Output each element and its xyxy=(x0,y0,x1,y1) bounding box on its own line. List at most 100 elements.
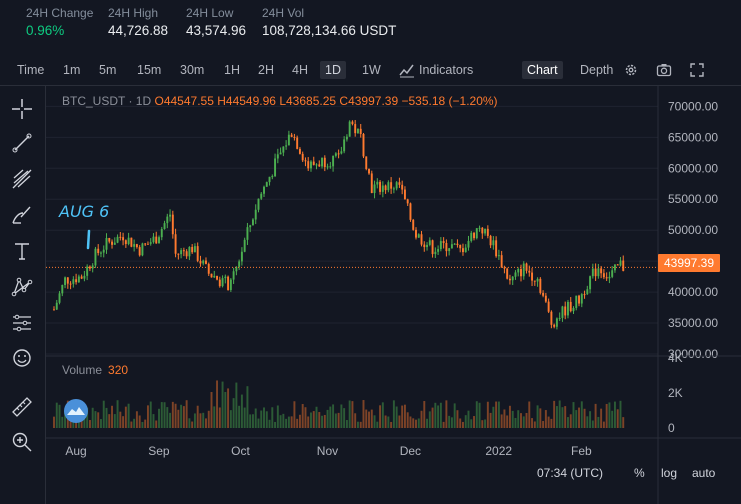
interval-1h[interactable]: 1H xyxy=(224,63,240,77)
open-prefix: O xyxy=(154,94,164,108)
volume-bar xyxy=(359,421,362,428)
interval-1d[interactable]: 1D xyxy=(320,61,346,79)
volume-bar xyxy=(343,408,346,428)
volume-bar xyxy=(224,391,227,428)
volume-bar xyxy=(105,407,108,428)
trend-line-icon xyxy=(12,133,32,153)
candle-body xyxy=(274,158,277,177)
candle-body xyxy=(428,240,431,245)
gear-icon[interactable] xyxy=(623,62,639,78)
candle-body xyxy=(298,148,301,154)
candle-body xyxy=(555,318,558,327)
crosshair-tool[interactable] xyxy=(9,96,35,122)
interval-2h[interactable]: 2H xyxy=(258,63,274,77)
volume-bar xyxy=(69,417,72,428)
pitchfork-icon xyxy=(12,169,32,189)
candle-body xyxy=(301,153,304,161)
interval-1m[interactable]: 1m xyxy=(63,63,81,77)
percent-scale-button[interactable]: % xyxy=(634,466,645,480)
volume-bar xyxy=(285,418,288,428)
candle-body xyxy=(417,234,420,238)
candle-body xyxy=(608,276,611,279)
volume-bar xyxy=(315,406,318,428)
change-value: −535.18 (−1.20%) xyxy=(401,94,498,108)
pattern-tool[interactable] xyxy=(9,274,35,300)
candle-body xyxy=(445,243,448,252)
brush-tool[interactable] xyxy=(9,202,35,228)
volume-bar xyxy=(575,410,578,428)
chart-toolbar: Time 1m 5m 15m 30m 1H 2H 4H 1D 1W Indica… xyxy=(0,56,741,86)
interval-30m[interactable]: 30m xyxy=(180,63,205,77)
volume-bar xyxy=(263,407,265,428)
volume-bar xyxy=(326,409,329,428)
candle-body xyxy=(591,268,594,277)
volume-bar xyxy=(185,400,188,428)
log-scale-button[interactable]: log xyxy=(661,466,678,480)
chart-view-button[interactable]: Chart xyxy=(522,61,563,79)
y-tick-label: 40000.00 xyxy=(668,285,718,299)
volume-bar xyxy=(274,421,277,428)
candle-body xyxy=(249,225,252,228)
indicators-button[interactable]: Indicators xyxy=(419,63,474,77)
volume-bar xyxy=(127,403,130,428)
prediction-icon xyxy=(13,314,31,332)
utc-time[interactable]: 07:34 (UTC) xyxy=(537,466,604,480)
stat-24h-change: 24H Change 0.96% xyxy=(26,6,93,38)
stat-label: 24H Change xyxy=(26,6,94,20)
zoom-tool[interactable] xyxy=(9,429,35,455)
candle-body xyxy=(315,164,318,166)
fullscreen-icon[interactable] xyxy=(689,62,705,78)
volume-bar xyxy=(398,415,401,428)
volume-bar xyxy=(517,410,520,428)
prediction-tool[interactable] xyxy=(9,310,35,336)
auto-scale-button[interactable]: auto xyxy=(692,466,716,480)
emoji-tool[interactable] xyxy=(9,345,35,371)
candle-body xyxy=(348,121,351,137)
drawing-toolbar xyxy=(0,86,46,504)
volume-bar xyxy=(199,413,202,428)
candle-body xyxy=(376,181,379,185)
candle-body xyxy=(116,236,119,243)
interval-time[interactable]: Time xyxy=(17,63,45,77)
interval-4h[interactable]: 4H xyxy=(292,63,308,77)
trend-line-tool[interactable] xyxy=(9,130,35,156)
volume-bar xyxy=(130,421,133,428)
stat-value: 108,728,134.66 USDT xyxy=(262,23,397,38)
candle-body xyxy=(160,229,163,238)
volume-bar xyxy=(345,420,348,428)
volume-bar xyxy=(484,419,487,428)
volume-bar xyxy=(558,400,561,428)
indicators-icon[interactable] xyxy=(399,62,415,78)
volume-bar xyxy=(348,400,351,428)
candle-body xyxy=(497,255,500,257)
candle-body xyxy=(149,242,152,244)
interval-1w[interactable]: 1W xyxy=(362,63,381,77)
candle-body xyxy=(224,276,227,279)
candle-body xyxy=(354,124,357,134)
candle-body xyxy=(580,294,583,304)
volume-bar xyxy=(608,402,611,428)
volume-bar xyxy=(296,418,299,428)
volume-bar xyxy=(210,391,213,428)
candle-body xyxy=(199,260,202,264)
low-value: 43685.25 xyxy=(286,94,337,108)
ruler-tool[interactable] xyxy=(9,394,35,420)
camera-icon[interactable] xyxy=(656,62,672,78)
volume-bar xyxy=(265,411,268,428)
interval-15m[interactable]: 15m xyxy=(137,63,162,77)
text-icon xyxy=(15,243,29,260)
text-tool[interactable] xyxy=(9,238,35,264)
candle-body xyxy=(461,248,464,253)
volume-bar xyxy=(64,411,67,428)
volume-bar xyxy=(229,410,232,428)
pitchfork-tool[interactable] xyxy=(9,166,35,192)
depth-view-button[interactable]: Depth xyxy=(580,63,614,77)
volume-bar xyxy=(155,420,158,428)
candle-body xyxy=(326,166,329,168)
price-chart[interactable]: 70000.00 65000.00 60000.00 55000.00 50000.00… xyxy=(46,86,741,504)
volume-bar xyxy=(287,416,290,428)
candle-body xyxy=(426,244,429,248)
interval-5m[interactable]: 5m xyxy=(99,63,117,77)
candle-body xyxy=(390,182,393,189)
volume-bar xyxy=(304,407,307,428)
